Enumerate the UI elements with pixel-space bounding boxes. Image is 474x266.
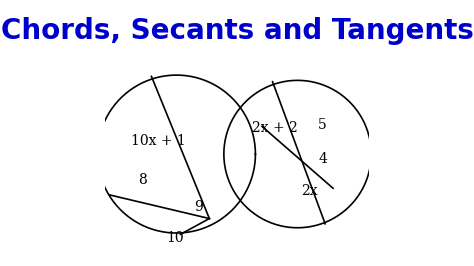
Text: 10x + 1: 10x + 1 [131, 134, 185, 148]
Text: 9: 9 [194, 200, 203, 214]
Text: 8: 8 [138, 173, 146, 187]
Text: 2x: 2x [301, 184, 318, 198]
Text: Chords, Secants and Tangents: Chords, Secants and Tangents [0, 17, 474, 45]
Text: 2x + 2: 2x + 2 [252, 121, 298, 135]
Text: 5: 5 [318, 118, 327, 132]
Text: 10: 10 [166, 231, 184, 245]
Text: 4: 4 [318, 152, 327, 166]
